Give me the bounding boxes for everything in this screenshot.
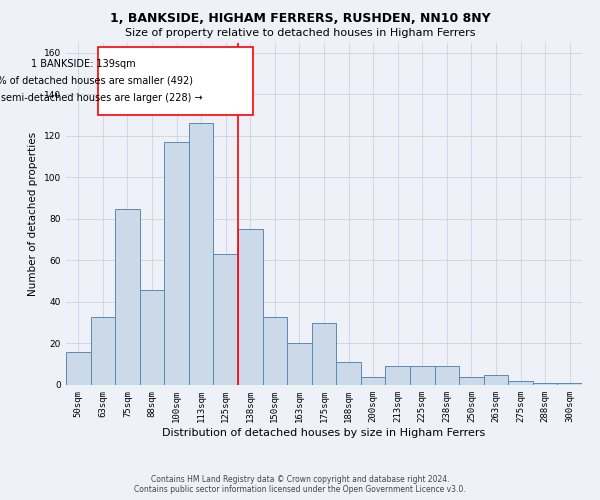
- Text: Size of property relative to detached houses in Higham Ferrers: Size of property relative to detached ho…: [125, 28, 475, 38]
- Bar: [140, 290, 164, 385]
- Bar: [336, 362, 361, 385]
- Text: ← 68% of detached houses are smaller (492): ← 68% of detached houses are smaller (49…: [0, 76, 193, 86]
- Text: 1, BANKSIDE, HIGHAM FERRERS, RUSHDEN, NN10 8NY: 1, BANKSIDE, HIGHAM FERRERS, RUSHDEN, NN…: [110, 12, 490, 26]
- Bar: [66, 352, 91, 385]
- Bar: [533, 383, 557, 385]
- X-axis label: Distribution of detached houses by size in Higham Ferrers: Distribution of detached houses by size …: [163, 428, 485, 438]
- Bar: [508, 381, 533, 385]
- Bar: [287, 344, 312, 385]
- Bar: [557, 383, 582, 385]
- Text: 1 BANKSIDE: 139sqm: 1 BANKSIDE: 139sqm: [31, 60, 136, 70]
- Bar: [115, 208, 140, 385]
- Text: 31% of semi-detached houses are larger (228) →: 31% of semi-detached houses are larger (…: [0, 92, 203, 102]
- Bar: [189, 124, 214, 385]
- Bar: [410, 366, 434, 385]
- Bar: [385, 366, 410, 385]
- FancyBboxPatch shape: [98, 46, 253, 115]
- Bar: [214, 254, 238, 385]
- Bar: [459, 376, 484, 385]
- Bar: [312, 322, 336, 385]
- Bar: [91, 316, 115, 385]
- Bar: [484, 374, 508, 385]
- Text: Contains HM Land Registry data © Crown copyright and database right 2024.
Contai: Contains HM Land Registry data © Crown c…: [134, 474, 466, 494]
- Bar: [164, 142, 189, 385]
- Bar: [361, 376, 385, 385]
- Bar: [263, 316, 287, 385]
- Bar: [238, 230, 263, 385]
- Bar: [434, 366, 459, 385]
- Y-axis label: Number of detached properties: Number of detached properties: [28, 132, 38, 296]
